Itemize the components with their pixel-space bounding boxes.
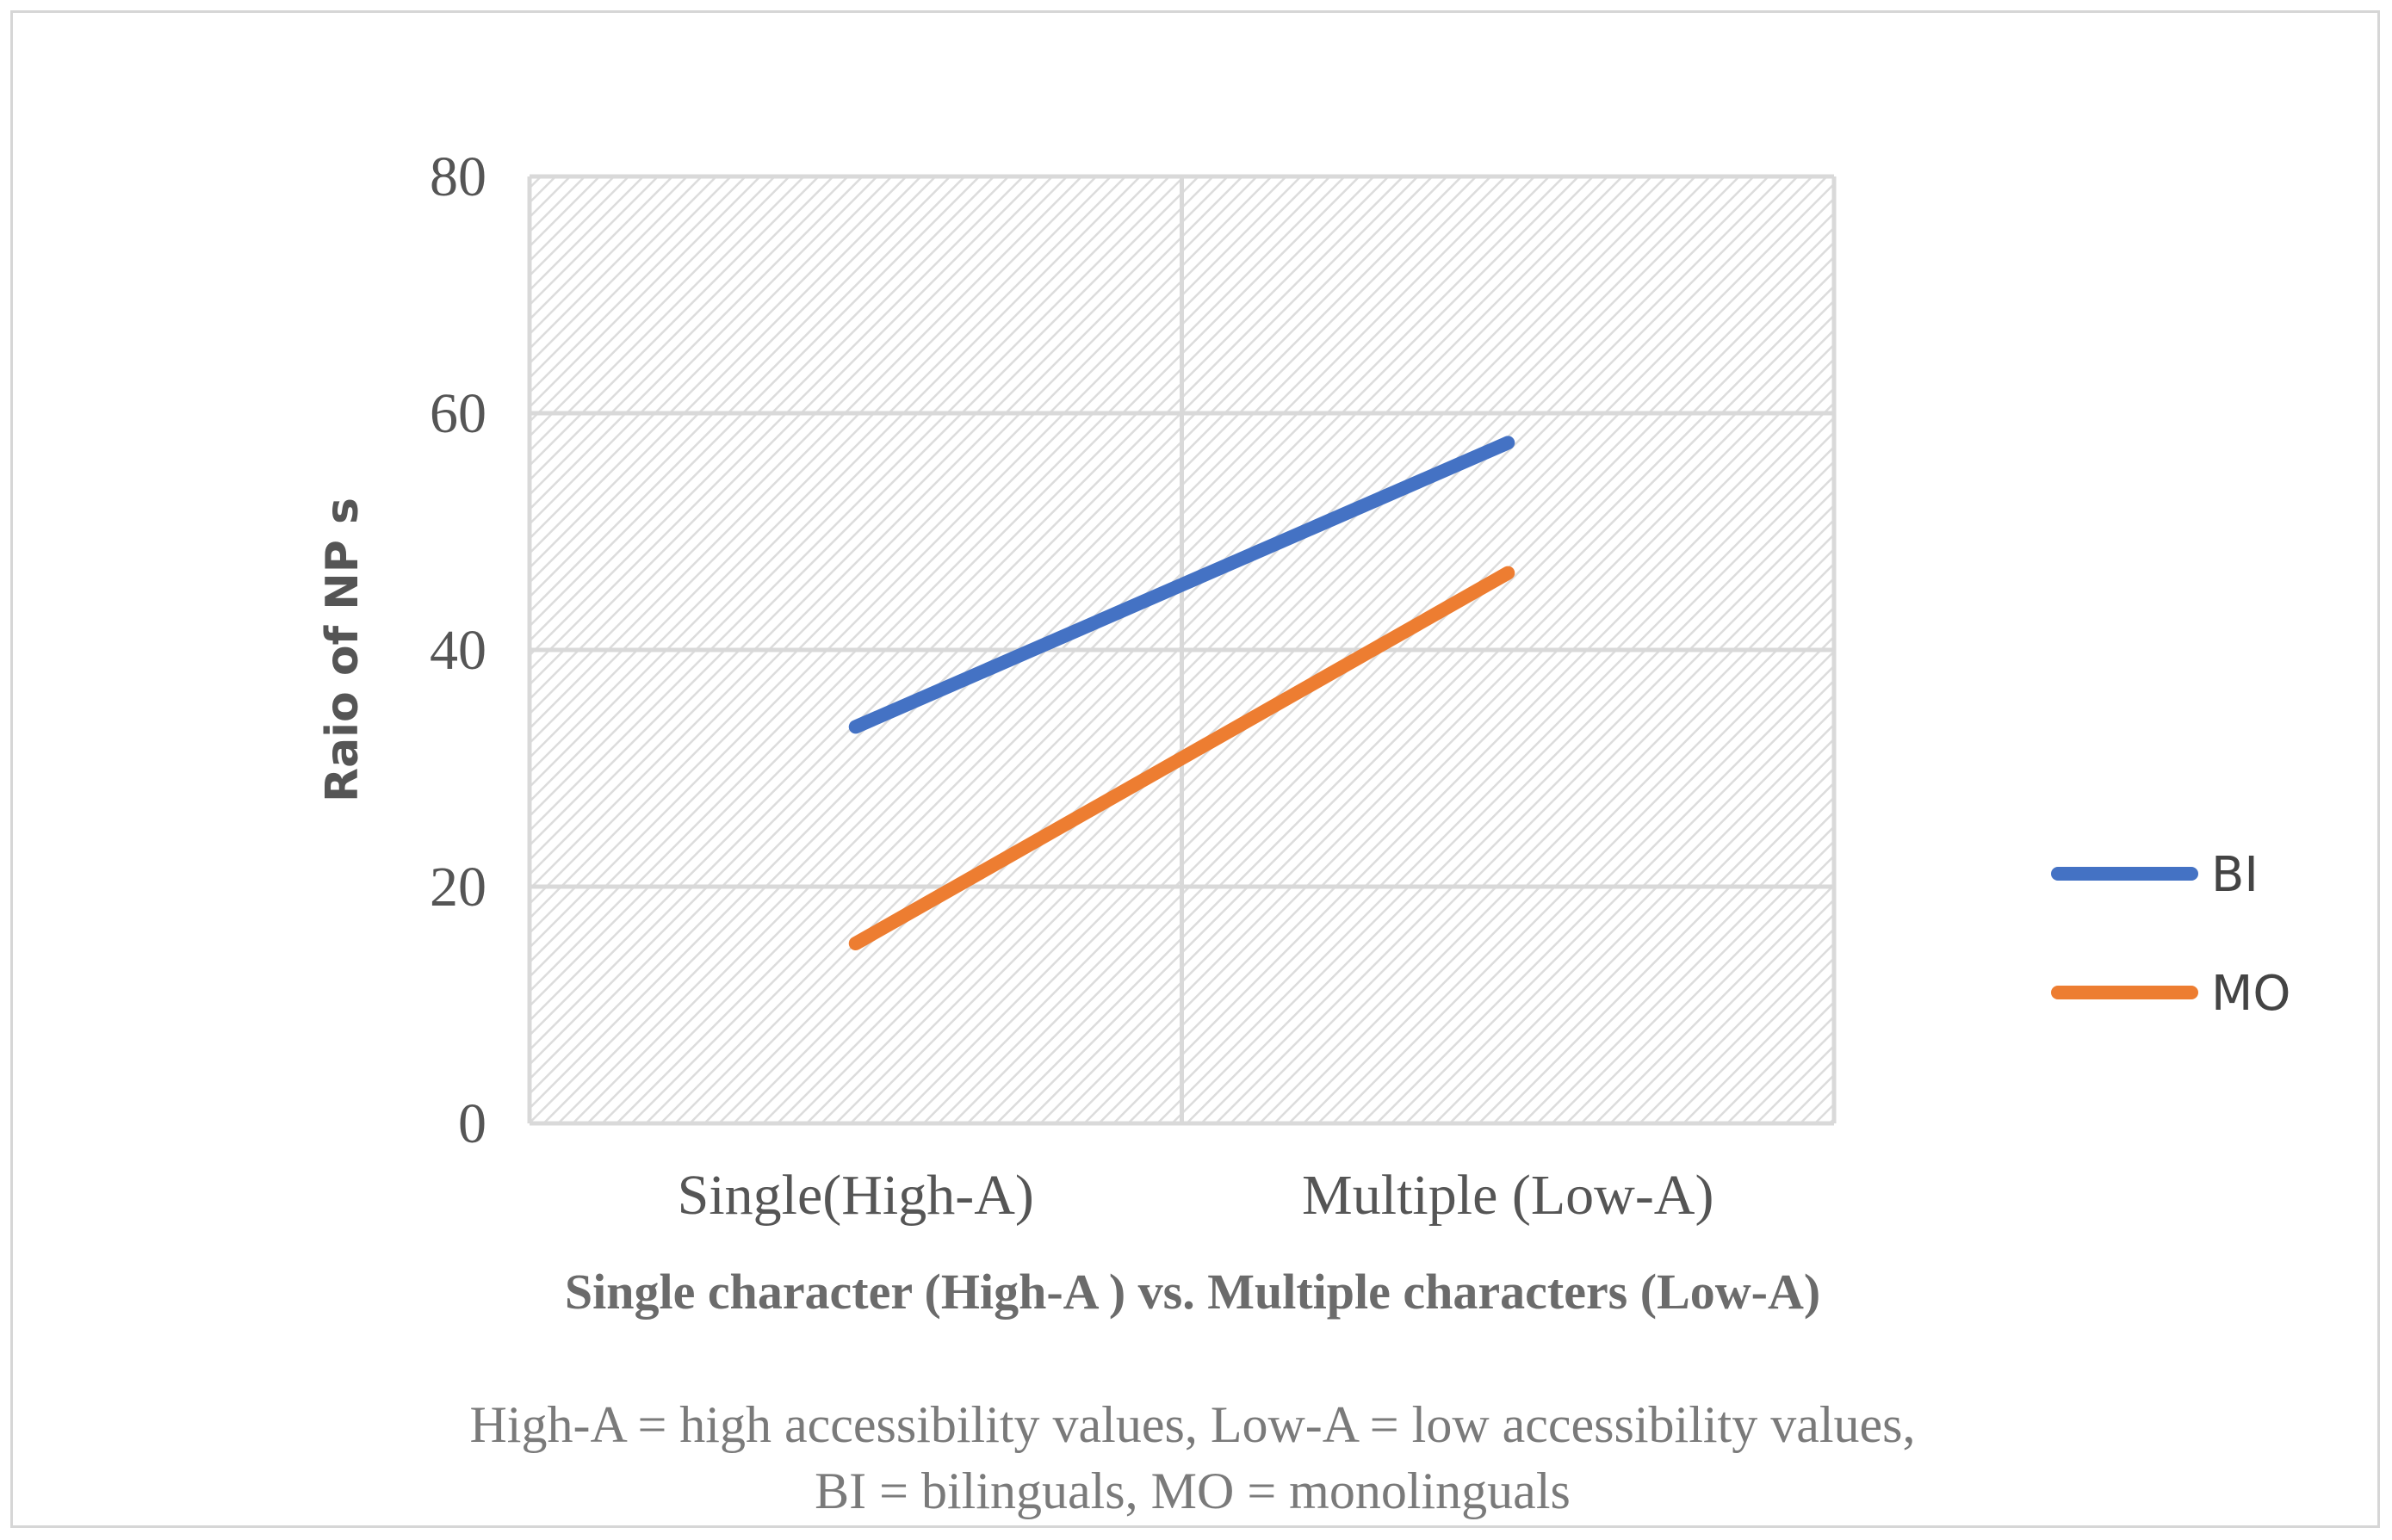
legend-label-mo: MO [2211, 966, 2290, 1022]
note-line-1: High-A = high accessibility values, Low-… [469, 1396, 1915, 1453]
y-axis-ticks: 0 20 40 60 80 [430, 145, 486, 1155]
legend: BI MO [2051, 847, 2290, 1022]
note-line-2: BI = bilinguals, MO = monolinguals [815, 1463, 1571, 1519]
x-tick-label: Multiple (Low-A) [1302, 1164, 1713, 1227]
series-lines [848, 436, 1515, 950]
x-axis-label: Single character (High-A ) vs. Multiple … [565, 1264, 1820, 1320]
y-tick-label: 0 [458, 1092, 486, 1155]
y-axis-label: Raio of NP s [317, 498, 369, 802]
y-tick-label: 20 [430, 856, 486, 918]
series-line-mo [848, 566, 1515, 950]
x-tick-label: Single(High-A) [678, 1164, 1034, 1227]
series-line-bi [848, 436, 1515, 734]
gridlines [527, 174, 1837, 1126]
x-axis-ticks: Single(High-A) Multiple (Low-A) [678, 1164, 1714, 1227]
y-tick-label: 80 [430, 145, 486, 208]
y-tick-label: 60 [430, 382, 486, 445]
y-tick-label: 40 [430, 619, 486, 682]
legend-label-bi: BI [2211, 847, 2259, 903]
